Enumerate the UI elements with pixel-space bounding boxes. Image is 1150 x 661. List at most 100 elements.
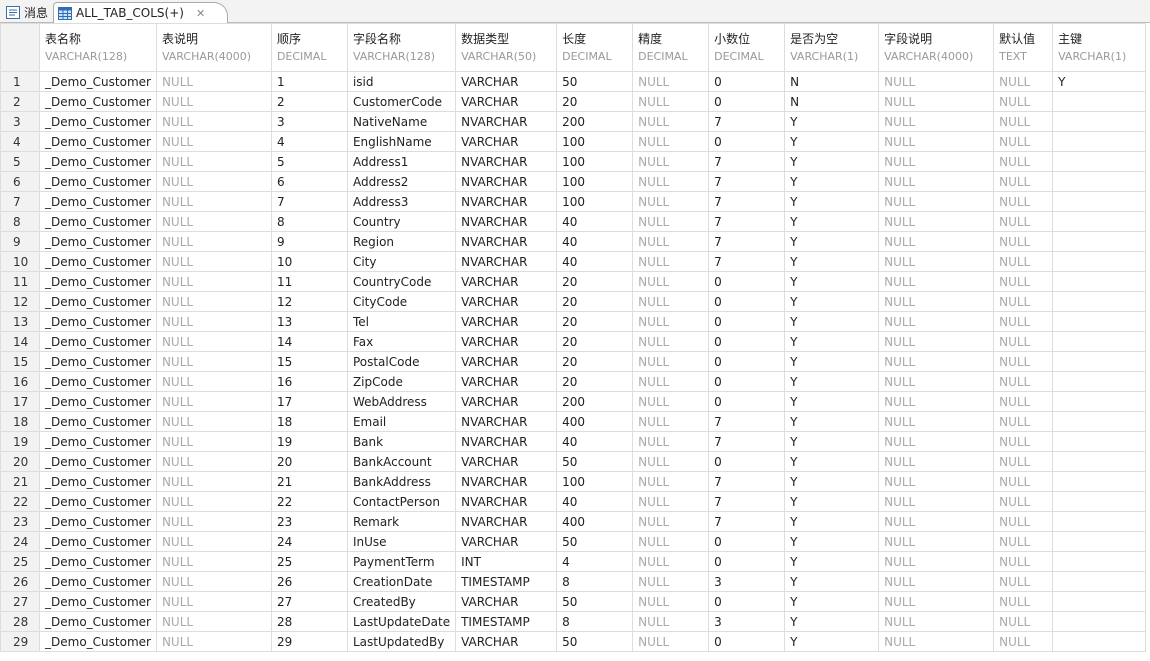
table-cell[interactable]: [1052, 591, 1147, 612]
table-cell[interactable]: NULL: [632, 171, 710, 192]
table-cell[interactable]: NULL: [993, 171, 1054, 192]
table-cell[interactable]: _Demo_Customer: [39, 111, 157, 132]
table-cell[interactable]: 0: [708, 551, 786, 572]
row-number[interactable]: 15: [0, 351, 40, 372]
table-cell[interactable]: EnglishName: [346, 131, 457, 152]
table-cell[interactable]: 0: [708, 331, 786, 352]
table-row[interactable]: 29 _Demo_Customer NULL 29 LastUpdatedBy VARCH…: [0, 631, 1147, 652]
table-cell[interactable]: 0: [708, 91, 786, 112]
table-cell[interactable]: NVARCHAR: [455, 111, 558, 132]
table-row[interactable]: 16 _Demo_Customer NULL 16 ZipCode VARCHAR 20 NU…: [0, 371, 1147, 392]
table-cell[interactable]: NULL: [993, 491, 1054, 512]
row-number[interactable]: 17: [0, 391, 40, 412]
table-cell[interactable]: NULL: [632, 311, 710, 332]
table-cell[interactable]: NULL: [632, 71, 710, 92]
table-row[interactable]: 5 _Demo_Customer NULL 5 Address1 NVARCHAR 100 N…: [0, 151, 1147, 172]
table-cell[interactable]: NULL: [993, 351, 1054, 372]
table-cell[interactable]: 8: [270, 211, 348, 232]
table-row[interactable]: 12 _Demo_Customer NULL 12 CityCode VARCHAR 20 N…: [0, 291, 1147, 312]
table-cell[interactable]: _Demo_Customer: [39, 511, 157, 532]
table-cell[interactable]: NULL: [155, 371, 272, 392]
table-cell[interactable]: NULL: [155, 351, 272, 372]
table-cell[interactable]: 50: [556, 71, 634, 92]
table-cell[interactable]: _Demo_Customer: [39, 171, 157, 192]
table-cell[interactable]: NULL: [993, 511, 1054, 532]
table-cell[interactable]: NULL: [155, 191, 272, 212]
table-cell[interactable]: VARCHAR: [455, 71, 558, 92]
table-cell[interactable]: Y: [784, 391, 880, 412]
tab-messages[interactable]: 消息: [2, 2, 52, 23]
table-cell[interactable]: Y: [784, 431, 880, 452]
table-cell[interactable]: NULL: [993, 291, 1054, 312]
table-cell[interactable]: NULL: [993, 151, 1054, 172]
table-cell[interactable]: NULL: [878, 491, 995, 512]
table-cell[interactable]: 0: [708, 371, 786, 392]
table-cell[interactable]: 8: [556, 571, 634, 592]
table-cell[interactable]: NULL: [878, 151, 995, 172]
table-cell[interactable]: 20: [556, 271, 634, 292]
table-row[interactable]: 19 _Demo_Customer NULL 19 Bank NVARCHAR 40 NULL…: [0, 431, 1147, 452]
table-cell[interactable]: 7: [708, 231, 786, 252]
table-cell[interactable]: 7: [708, 511, 786, 532]
table-cell[interactable]: NULL: [993, 611, 1054, 632]
table-row[interactable]: 9 _Demo_Customer NULL 9 Region NVARCHAR 40 NULL…: [0, 231, 1147, 252]
row-number[interactable]: 6: [0, 171, 40, 192]
table-cell[interactable]: [1052, 231, 1147, 252]
table-cell[interactable]: _Demo_Customer: [39, 191, 157, 212]
table-cell[interactable]: 7: [708, 111, 786, 132]
table-cell[interactable]: NULL: [155, 511, 272, 532]
table-cell[interactable]: 7: [708, 171, 786, 192]
table-cell[interactable]: NULL: [878, 551, 995, 572]
table-cell[interactable]: NULL: [632, 271, 710, 292]
table-row[interactable]: 14 _Demo_Customer NULL 14 Fax VARCHAR 20 NULL 0 Y…: [0, 331, 1147, 352]
table-cell[interactable]: 0: [708, 351, 786, 372]
table-cell[interactable]: [1052, 351, 1147, 372]
table-cell[interactable]: NVARCHAR: [455, 251, 558, 272]
table-cell[interactable]: _Demo_Customer: [39, 431, 157, 452]
table-cell[interactable]: 8: [556, 611, 634, 632]
table-cell[interactable]: Remark: [346, 511, 457, 532]
table-cell[interactable]: 0: [708, 311, 786, 332]
table-cell[interactable]: VARCHAR: [455, 451, 558, 472]
table-row[interactable]: 8 _Demo_Customer NULL 8 Country NVARCHAR 40 NUL…: [0, 211, 1147, 232]
table-cell[interactable]: NULL: [993, 531, 1054, 552]
table-cell[interactable]: NULL: [632, 411, 710, 432]
table-cell[interactable]: NULL: [993, 571, 1054, 592]
table-cell[interactable]: CountryCode: [346, 271, 457, 292]
table-cell[interactable]: NULL: [155, 631, 272, 652]
table-cell[interactable]: NULL: [993, 371, 1054, 392]
table-row[interactable]: 24 _Demo_Customer NULL 24 InUse VARCHAR 50 NULL…: [0, 531, 1147, 552]
table-cell[interactable]: Y: [784, 271, 880, 292]
table-cell[interactable]: 100: [556, 191, 634, 212]
table-cell[interactable]: NULL: [878, 511, 995, 532]
column-header[interactable]: 长度 DECIMAL: [556, 23, 634, 72]
table-cell[interactable]: LastUpdateDate: [346, 611, 457, 632]
table-cell[interactable]: ContactPerson: [346, 491, 457, 512]
table-cell[interactable]: 50: [556, 531, 634, 552]
table-cell[interactable]: 9: [270, 231, 348, 252]
table-cell[interactable]: NULL: [155, 231, 272, 252]
table-cell[interactable]: 100: [556, 171, 634, 192]
table-cell[interactable]: 13: [270, 311, 348, 332]
table-cell[interactable]: 14: [270, 331, 348, 352]
table-cell[interactable]: NULL: [632, 371, 710, 392]
table-cell[interactable]: [1052, 151, 1147, 172]
table-cell[interactable]: 4: [556, 551, 634, 572]
table-cell[interactable]: 0: [708, 591, 786, 612]
table-cell[interactable]: Y: [784, 611, 880, 632]
table-cell[interactable]: _Demo_Customer: [39, 351, 157, 372]
table-cell[interactable]: _Demo_Customer: [39, 551, 157, 572]
table-cell[interactable]: Y: [784, 231, 880, 252]
tab-all-tab-cols[interactable]: ALL_TAB_COLS(+) ✕: [53, 2, 228, 23]
table-cell[interactable]: NULL: [632, 351, 710, 372]
table-row[interactable]: 28 _Demo_Customer NULL 28 LastUpdateDate TIME…: [0, 611, 1147, 632]
table-cell[interactable]: NVARCHAR: [455, 211, 558, 232]
table-cell[interactable]: NULL: [155, 71, 272, 92]
table-cell[interactable]: NULL: [878, 611, 995, 632]
row-number[interactable]: 23: [0, 511, 40, 532]
column-header[interactable]: 是否为空 VARCHAR(1): [784, 23, 880, 72]
table-cell[interactable]: _Demo_Customer: [39, 331, 157, 352]
table-cell[interactable]: NULL: [155, 291, 272, 312]
close-icon[interactable]: ✕: [195, 6, 206, 20]
row-number[interactable]: 29: [0, 631, 40, 652]
